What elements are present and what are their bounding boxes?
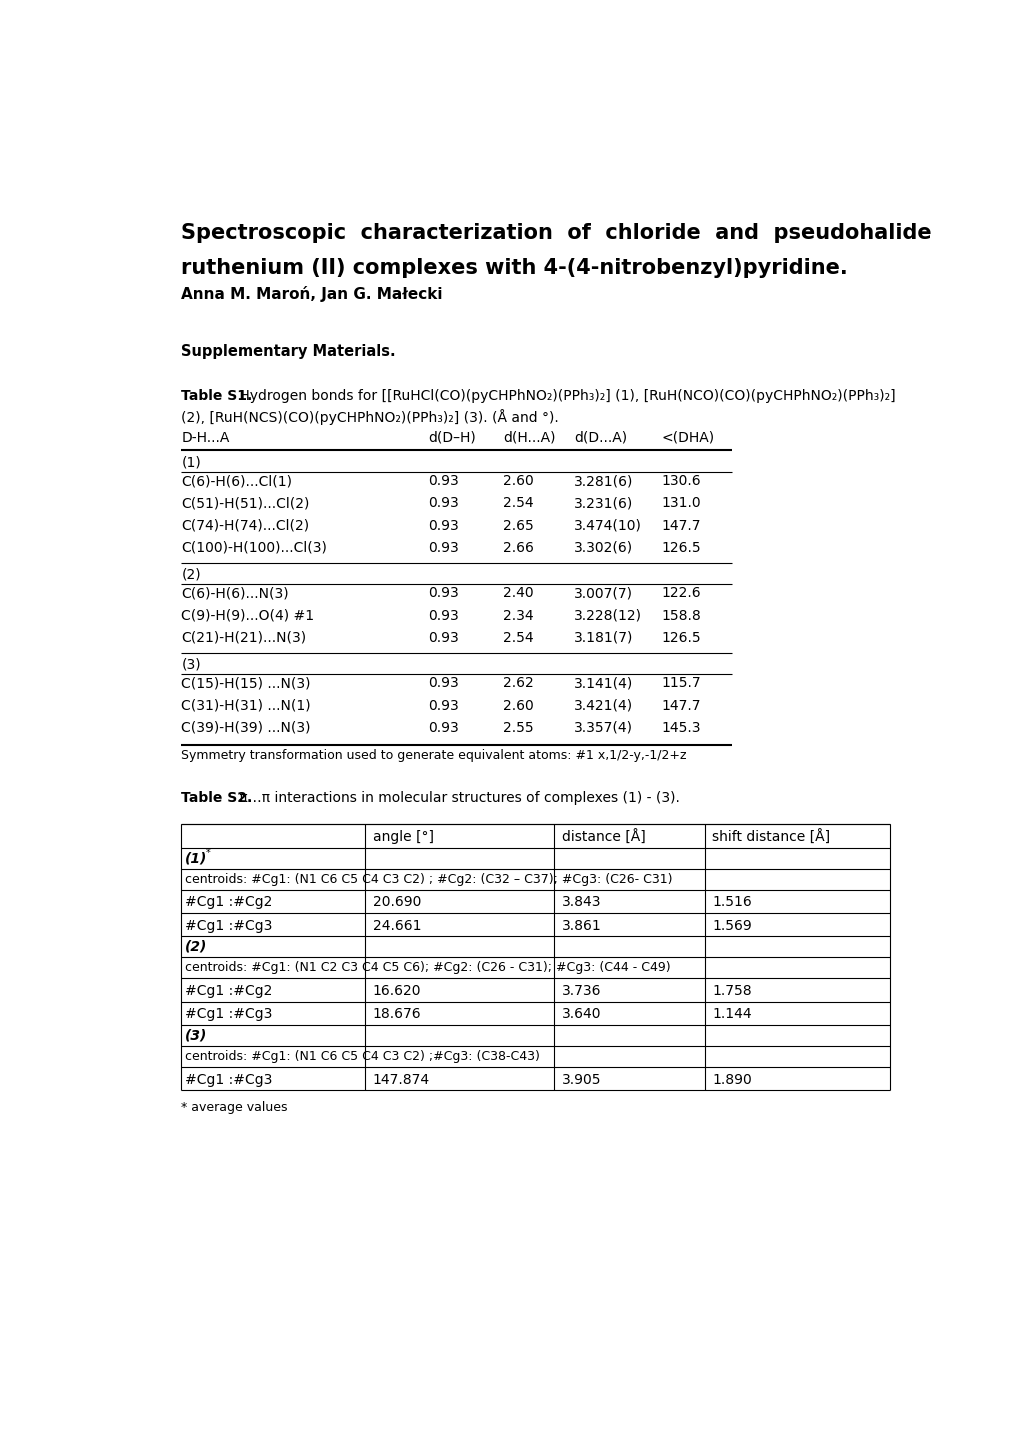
- Text: 130.6: 130.6: [660, 475, 700, 488]
- Text: #Cg1 :#Cg2: #Cg1 :#Cg2: [185, 984, 272, 999]
- Text: 3.474(10): 3.474(10): [574, 518, 641, 532]
- Text: 2.54: 2.54: [502, 631, 533, 645]
- Text: 0.93: 0.93: [428, 586, 459, 600]
- Text: 3.905: 3.905: [561, 1072, 601, 1087]
- Text: Supplementary Materials.: Supplementary Materials.: [181, 345, 395, 359]
- Text: 2.60: 2.60: [502, 475, 533, 488]
- Text: 3.640: 3.640: [561, 1007, 601, 1022]
- Text: 122.6: 122.6: [660, 586, 700, 600]
- Text: 0.93: 0.93: [428, 631, 459, 645]
- Text: 0.93: 0.93: [428, 496, 459, 511]
- Text: Table S2.: Table S2.: [181, 791, 253, 805]
- Text: 1.144: 1.144: [711, 1007, 751, 1022]
- Text: #Cg1 :#Cg3: #Cg1 :#Cg3: [185, 1007, 272, 1022]
- Text: 20.690: 20.690: [372, 896, 421, 909]
- Text: #Cg1 :#Cg3: #Cg1 :#Cg3: [185, 1072, 272, 1087]
- Text: 16.620: 16.620: [372, 984, 421, 999]
- Text: C(39)-H(39) ...N(3): C(39)-H(39) ...N(3): [181, 722, 311, 734]
- Text: 2.54: 2.54: [502, 496, 533, 511]
- Text: 2.62: 2.62: [502, 677, 533, 691]
- Text: 126.5: 126.5: [660, 631, 700, 645]
- Text: 147.7: 147.7: [660, 698, 700, 713]
- Text: π…π interactions in molecular structures of complexes (1) - (3).: π…π interactions in molecular structures…: [234, 791, 680, 805]
- Text: C(21)-H(21)...N(3): C(21)-H(21)...N(3): [181, 631, 306, 645]
- Text: ruthenium (II) complexes with 4-(4-nitrobenzyl)pyridine.: ruthenium (II) complexes with 4-(4-nitro…: [181, 258, 847, 277]
- Text: 2.60: 2.60: [502, 698, 533, 713]
- Text: 1.516: 1.516: [711, 896, 751, 909]
- Text: 145.3: 145.3: [660, 722, 700, 734]
- Text: 126.5: 126.5: [660, 541, 700, 556]
- Text: (1): (1): [185, 851, 208, 866]
- Text: D-H...A: D-H...A: [181, 431, 229, 444]
- Text: (1): (1): [181, 456, 201, 469]
- Text: * average values: * average values: [181, 1101, 287, 1114]
- Text: 3.228(12): 3.228(12): [574, 609, 642, 623]
- Text: <(DHA): <(DHA): [660, 431, 713, 444]
- Text: 0.93: 0.93: [428, 698, 459, 713]
- Text: 2.66: 2.66: [502, 541, 533, 556]
- Text: 3.281(6): 3.281(6): [574, 475, 633, 488]
- Text: Symmetry transformation used to generate equivalent atoms: #1 x,1/2-y,-1/2+z: Symmetry transformation used to generate…: [181, 749, 686, 762]
- Text: C(74)-H(74)...Cl(2): C(74)-H(74)...Cl(2): [181, 518, 309, 532]
- Text: Anna M. Maroń, Jan G. Małecki: Anna M. Maroń, Jan G. Małecki: [181, 287, 442, 303]
- Text: 147.7: 147.7: [660, 518, 700, 532]
- Text: C(15)-H(15) ...N(3): C(15)-H(15) ...N(3): [181, 677, 311, 691]
- Text: centroids: #Cg1: (N1 C6 C5 C4 C3 C2) ; #Cg2: (C32 – C37); #Cg3: (C26- C31): centroids: #Cg1: (N1 C6 C5 C4 C3 C2) ; #…: [185, 873, 673, 886]
- Text: (2): (2): [181, 567, 201, 582]
- Text: #Cg1 :#Cg2: #Cg1 :#Cg2: [185, 896, 272, 909]
- Text: d(H...A): d(H...A): [502, 431, 555, 444]
- Text: 3.736: 3.736: [561, 984, 601, 999]
- Text: distance [Å]: distance [Å]: [561, 830, 645, 844]
- Text: centroids: #Cg1: (N1 C2 C3 C4 C5 C6); #Cg2: (C26 - C31); #Cg3: (C44 - C49): centroids: #Cg1: (N1 C2 C3 C4 C5 C6); #C…: [185, 961, 671, 974]
- Text: (2), [RuH(NCS)(CO)(pyCHPhNO₂)(PPh₃)₂] (3). (Å and °).: (2), [RuH(NCS)(CO)(pyCHPhNO₂)(PPh₃)₂] (3…: [181, 408, 558, 424]
- Text: 115.7: 115.7: [660, 677, 700, 691]
- Text: C(51)-H(51)...Cl(2): C(51)-H(51)...Cl(2): [181, 496, 310, 511]
- Text: Table S1.: Table S1.: [181, 388, 253, 403]
- Text: d(D–H): d(D–H): [428, 431, 475, 444]
- Text: 0.93: 0.93: [428, 609, 459, 623]
- Text: shift distance [Å]: shift distance [Å]: [711, 830, 829, 844]
- Text: Hydrogen bonds for [[RuHCl(CO)(pyCHPhNO₂)(PPh₃)₂] (1), [RuH(NCO)(CO)(pyCHPhNO₂)(: Hydrogen bonds for [[RuHCl(CO)(pyCHPhNO₂…: [234, 388, 895, 403]
- Text: 158.8: 158.8: [660, 609, 700, 623]
- Text: #Cg1 :#Cg3: #Cg1 :#Cg3: [185, 919, 272, 932]
- Text: 24.661: 24.661: [372, 919, 421, 932]
- Text: 1.569: 1.569: [711, 919, 751, 932]
- Text: (2): (2): [185, 939, 208, 954]
- Text: 3.843: 3.843: [561, 896, 601, 909]
- Text: C(6)-H(6)...Cl(1): C(6)-H(6)...Cl(1): [181, 475, 292, 488]
- Text: d(D...A): d(D...A): [574, 431, 627, 444]
- Text: 3.141(4): 3.141(4): [574, 677, 633, 691]
- Text: (3): (3): [181, 658, 201, 671]
- Text: 2.65: 2.65: [502, 518, 533, 532]
- Text: centroids: #Cg1: (N1 C6 C5 C4 C3 C2) ;#Cg3: (C38-C43): centroids: #Cg1: (N1 C6 C5 C4 C3 C2) ;#C…: [185, 1051, 539, 1063]
- Text: 3.302(6): 3.302(6): [574, 541, 633, 556]
- Text: 18.676: 18.676: [372, 1007, 421, 1022]
- Text: Spectroscopic  characterization  of  chloride  and  pseudohalide: Spectroscopic characterization of chlori…: [181, 224, 931, 244]
- Text: C(31)-H(31) ...N(1): C(31)-H(31) ...N(1): [181, 698, 311, 713]
- Text: 2.40: 2.40: [502, 586, 533, 600]
- Text: C(9)-H(9)...O(4) #1: C(9)-H(9)...O(4) #1: [181, 609, 314, 623]
- Text: 147.874: 147.874: [372, 1072, 429, 1087]
- Text: 2.55: 2.55: [502, 722, 533, 734]
- Text: 0.93: 0.93: [428, 541, 459, 556]
- Text: 131.0: 131.0: [660, 496, 700, 511]
- Text: 0.93: 0.93: [428, 677, 459, 691]
- Text: 1.890: 1.890: [711, 1072, 751, 1087]
- Text: C(100)-H(100)...Cl(3): C(100)-H(100)...Cl(3): [181, 541, 327, 556]
- Text: C(6)-H(6)...N(3): C(6)-H(6)...N(3): [181, 586, 288, 600]
- Text: 3.357(4): 3.357(4): [574, 722, 633, 734]
- Text: 0.93: 0.93: [428, 722, 459, 734]
- Text: 0.93: 0.93: [428, 518, 459, 532]
- Text: 0.93: 0.93: [428, 475, 459, 488]
- Text: 3.181(7): 3.181(7): [574, 631, 633, 645]
- Text: *: *: [206, 848, 210, 859]
- Text: 3.231(6): 3.231(6): [574, 496, 633, 511]
- Text: 1.758: 1.758: [711, 984, 751, 999]
- Text: 3.421(4): 3.421(4): [574, 698, 633, 713]
- Text: 3.861: 3.861: [561, 919, 601, 932]
- Text: angle [°]: angle [°]: [372, 830, 433, 844]
- Text: 3.007(7): 3.007(7): [574, 586, 633, 600]
- Text: 2.34: 2.34: [502, 609, 533, 623]
- Text: (3): (3): [185, 1029, 208, 1042]
